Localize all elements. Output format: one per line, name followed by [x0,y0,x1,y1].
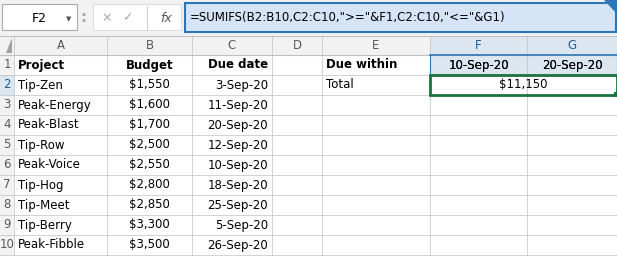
Bar [0,215,14,235]
Text: 12-Sep-20: 12-Sep-20 [207,139,268,151]
Text: 5: 5 [3,139,10,151]
Text: $2,500: $2,500 [129,139,170,151]
Bar [14,155,617,175]
Text: 1: 1 [3,59,10,71]
Text: 10-Sep-20: 10-Sep-20 [448,59,509,71]
Text: $2,800: $2,800 [129,179,170,191]
Text: 2: 2 [3,78,10,92]
Text: 6: 6 [3,158,10,172]
Text: F: F [475,39,482,52]
Text: =SUMIFS(B2:B10,C2:C10,">="&F1,C2:C10,"<="&G1): =SUMIFS(B2:B10,C2:C10,">="&F1,C2:C10,"<=… [190,12,505,25]
Text: Due within: Due within [326,59,397,71]
Text: Tip-Row: Tip-Row [18,139,65,151]
Text: $1,550: $1,550 [129,78,170,92]
Text: F2: F2 [32,12,47,25]
Bar [527,36,617,55]
Text: G: G [568,39,576,52]
Text: $1,700: $1,700 [129,118,170,132]
Bar [2,4,77,30]
Bar [14,175,617,195]
Text: Project: Project [18,59,65,71]
Bar [0,115,14,135]
Bar [0,36,14,55]
Text: 9: 9 [3,219,10,231]
Text: 3: 3 [3,99,10,111]
Text: 10: 10 [0,238,14,252]
Text: 5-Sep-20: 5-Sep-20 [215,219,268,231]
Text: 10-Sep-20: 10-Sep-20 [207,158,268,172]
Bar [185,3,616,32]
Text: 3-Sep-20: 3-Sep-20 [215,78,268,92]
Bar [192,36,272,55]
Bar [0,155,14,175]
Text: $2,550: $2,550 [129,158,170,172]
Text: 11-Sep-20: 11-Sep-20 [207,99,268,111]
Bar [0,36,617,55]
Text: ✕: ✕ [102,12,112,25]
Text: :: : [80,11,86,26]
Bar [0,195,14,215]
Text: 25-Sep-20: 25-Sep-20 [207,198,268,212]
Text: Peak-Blast: Peak-Blast [18,118,80,132]
Text: fx: fx [160,12,172,25]
Text: Tip-Zen: Tip-Zen [18,78,63,92]
Bar [0,75,14,95]
Text: Peak-Voice: Peak-Voice [18,158,81,172]
Bar [0,95,14,115]
Polygon shape [6,38,12,53]
Bar [430,36,527,55]
Text: $11,150: $11,150 [499,78,548,92]
Bar [14,95,617,115]
Text: ▼: ▼ [66,16,72,22]
Text: Peak-Fibble: Peak-Fibble [18,238,85,252]
Text: $2,850: $2,850 [129,198,170,212]
Text: 26-Sep-20: 26-Sep-20 [207,238,268,252]
Text: E: E [372,39,379,52]
Text: Total: Total [326,78,354,92]
Text: A: A [57,39,65,52]
Text: D: D [292,39,302,52]
Text: $3,500: $3,500 [129,238,170,252]
Text: 18-Sep-20: 18-Sep-20 [207,179,268,191]
Bar [322,36,430,55]
Text: Due date: Due date [208,59,268,71]
Bar [0,235,14,255]
Bar [0,55,14,75]
Bar [14,195,617,215]
Text: Tip-Meet: Tip-Meet [18,198,70,212]
Bar [14,215,617,235]
Text: Budget: Budget [126,59,173,71]
Text: 20-Sep-20: 20-Sep-20 [542,59,602,71]
Bar [14,75,617,95]
Bar [614,92,617,97]
Text: 4: 4 [3,118,10,132]
Text: 20-Sep-20: 20-Sep-20 [542,59,602,71]
Text: Tip-Berry: Tip-Berry [18,219,72,231]
Bar [430,75,617,95]
Text: 20-Sep-20: 20-Sep-20 [207,118,268,132]
Bar [430,55,617,75]
Bar [107,36,192,55]
Bar [14,135,617,155]
Text: Peak-Energy: Peak-Energy [18,99,92,111]
Bar [0,135,14,155]
Text: ✓: ✓ [122,12,132,25]
Bar [14,55,617,75]
Bar [14,235,617,255]
Bar [14,115,617,135]
Text: C: C [228,39,236,52]
Text: $3,300: $3,300 [129,219,170,231]
Text: $1,600: $1,600 [129,99,170,111]
Text: 10-Sep-20: 10-Sep-20 [448,59,509,71]
Text: 7: 7 [3,179,10,191]
Text: B: B [146,39,154,52]
Text: Tip-Hog: Tip-Hog [18,179,64,191]
Bar [272,36,322,55]
Polygon shape [604,0,617,14]
Bar [93,4,181,30]
Bar [0,0,617,36]
Bar [0,175,14,195]
Bar [14,36,107,55]
Text: 8: 8 [3,198,10,212]
